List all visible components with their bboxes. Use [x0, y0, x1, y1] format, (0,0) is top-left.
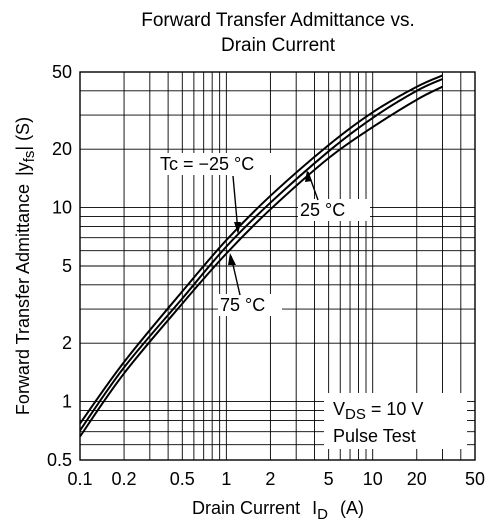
y-tick-label: 50: [52, 62, 72, 82]
chart-title-line-1: Forward Transfer Admittance vs.: [141, 10, 415, 31]
y-axis-label: Forward Transfer Admittance|yfs| (S): [13, 117, 38, 415]
y-tick-label: 10: [52, 198, 72, 218]
x-tick-labels: 0.1 0.2 0.5 1 2 5 10 20 50: [67, 469, 485, 489]
x-tick-label: 0.1: [67, 469, 92, 489]
series-line-0: [79, 74, 443, 425]
x-tick-label: 0.2: [112, 469, 137, 489]
series-line-2: [79, 85, 443, 438]
y-tick-label: 5: [62, 256, 72, 276]
curves: [79, 74, 443, 438]
series-label-tc-minus25-text: Tc = −25 °C: [160, 154, 254, 174]
y-tick-label: 1: [62, 392, 72, 412]
plot-frame: [79, 71, 476, 461]
series-label-75: 75 °C: [218, 294, 282, 316]
series-label-75-text: 75 °C: [220, 295, 265, 315]
x-tick-label: 1: [221, 469, 231, 489]
chart-title-line-2: Drain Current: [221, 35, 336, 56]
x-tick-label: 10: [363, 469, 383, 489]
y-tick-label: 0.5: [47, 450, 72, 470]
test-conditions-box: VDS = 10 V Pulse Test: [324, 393, 467, 449]
series-label-25: 25 °C: [298, 199, 370, 221]
y-tick-labels: 0.5 1 2 5 10 20 50: [47, 62, 72, 470]
y-tick-label: 20: [52, 139, 72, 159]
series-line-1: [79, 78, 443, 432]
leader-75-arrow: [228, 253, 236, 265]
x-axis-label: Drain Current ID (A): [192, 498, 364, 522]
y-tick-label: 2: [62, 333, 72, 353]
x-tick-label: 5: [324, 469, 334, 489]
vds-condition: VDS = 10 V: [333, 399, 423, 423]
series-label-25-text: 25 °C: [300, 200, 345, 220]
x-tick-label: 50: [465, 469, 485, 489]
x-tick-label: 2: [265, 469, 275, 489]
series-label-tc-minus25: Tc = −25 °C: [158, 153, 280, 175]
pulse-test-label: Pulse Test: [333, 426, 416, 446]
leader-25-arrow: [305, 170, 312, 182]
x-tick-label: 0.5: [170, 469, 195, 489]
x-tick-label: 20: [407, 469, 427, 489]
leader-minus25-arrow: [234, 222, 241, 234]
